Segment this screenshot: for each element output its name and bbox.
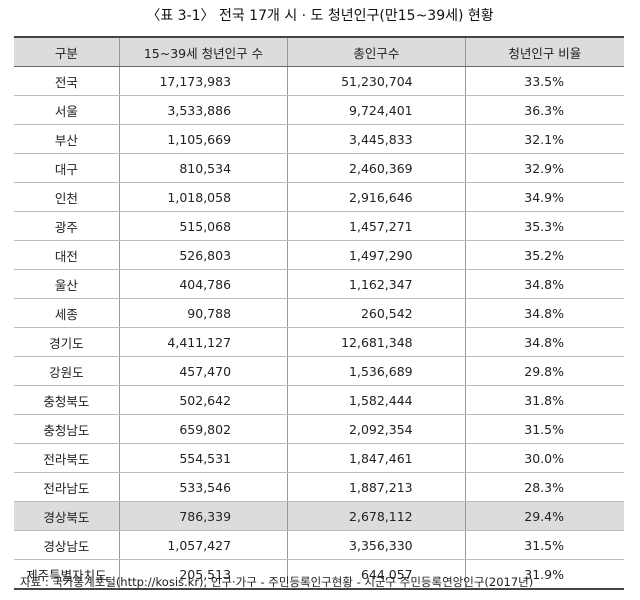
cell-youth-ratio: 35.3% [464,211,624,241]
cell-total-population: 51,230,704 [287,66,466,96]
header-youth-ratio: 청년인구 비율 [464,36,624,67]
cell-total-population: 2,678,112 [287,501,466,531]
cell-youth-ratio: 29.8% [464,356,624,386]
cell-youth-ratio: 35.2% [464,240,624,270]
cell-region: 부산 [14,124,120,154]
cell-youth-population: 554,531 [118,443,289,473]
cell-region: 제주특별자치도 [14,559,120,590]
cell-total-population: 1,887,213 [287,472,466,502]
cell-region: 서울 [14,95,120,125]
cell-youth-ratio: 32.9% [464,153,624,183]
cell-youth-population: 404,786 [118,269,289,299]
cell-region: 전라북도 [14,443,120,473]
table-row: 강원도 457,470 1,536,689 29.8% [14,356,624,386]
cell-youth-ratio: 36.3% [464,95,624,125]
table-row: 대전 526,803 1,497,290 35.2% [14,240,624,270]
cell-youth-population: 502,642 [118,385,289,415]
cell-total-population: 1,847,461 [287,443,466,473]
cell-region: 대전 [14,240,120,270]
youth-population-table: 구분 15~39세 청년인구 수 총인구수 청년인구 비율 전국 17,173,9… [14,36,624,590]
cell-region: 울산 [14,269,120,299]
table-row: 광주 515,068 1,457,271 35.3% [14,211,624,241]
cell-total-population: 9,724,401 [287,95,466,125]
cell-youth-population: 659,802 [118,414,289,444]
cell-region: 전라남도 [14,472,120,502]
cell-total-population: 260,542 [287,298,466,328]
cell-youth-ratio: 31.5% [464,530,624,560]
cell-youth-population: 515,068 [118,211,289,241]
table-header-row: 구분 15~39세 청년인구 수 총인구수 청년인구 비율 [14,36,624,67]
cell-youth-population: 205,513 [118,559,289,590]
cell-region: 충청남도 [14,414,120,444]
cell-youth-ratio: 34.8% [464,327,624,357]
cell-total-population: 2,916,646 [287,182,466,212]
table-row: 제주특별자치도 205,513 644,057 31.9% [14,559,624,590]
table-row: 인천 1,018,058 2,916,646 34.9% [14,182,624,212]
cell-youth-population: 457,470 [118,356,289,386]
cell-youth-ratio: 31.8% [464,385,624,415]
cell-youth-ratio: 28.3% [464,472,624,502]
cell-region: 세종 [14,298,120,328]
table-row: 충청북도 502,642 1,582,444 31.8% [14,385,624,415]
cell-youth-population: 90,788 [118,298,289,328]
source-note: 자료 : 국가통계포털(http://kosis.kr), 인구·가구 - 주민… [20,575,534,589]
table-row: 전라북도 554,531 1,847,461 30.0% [14,443,624,473]
cell-youth-population: 533,546 [118,472,289,502]
cell-region: 인천 [14,182,120,212]
cell-region: 충청북도 [14,385,120,415]
cell-youth-population: 17,173,983 [118,66,289,96]
cell-youth-ratio: 32.1% [464,124,624,154]
table-row: 울산 404,786 1,162,347 34.8% [14,269,624,299]
table-row: 충청남도 659,802 2,092,354 31.5% [14,414,624,444]
table-row: 대구 810,534 2,460,369 32.9% [14,153,624,183]
cell-region: 강원도 [14,356,120,386]
cell-youth-population: 526,803 [118,240,289,270]
cell-total-population: 3,445,833 [287,124,466,154]
cell-total-population: 2,460,369 [287,153,466,183]
header-total-population: 총인구수 [287,36,466,67]
header-region: 구분 [14,36,120,67]
cell-youth-ratio: 34.8% [464,298,624,328]
cell-region: 대구 [14,153,120,183]
table-row: 경상남도 1,057,427 3,356,330 31.5% [14,530,624,560]
cell-total-population: 1,497,290 [287,240,466,270]
cell-region: 전국 [14,66,120,96]
table-row: 세종 90,788 260,542 34.8% [14,298,624,328]
cell-youth-population: 786,339 [118,501,289,531]
table-row: 서울 3,533,886 9,724,401 36.3% [14,95,624,125]
cell-youth-population: 810,534 [118,153,289,183]
cell-youth-population: 4,411,127 [118,327,289,357]
cell-youth-ratio: 33.5% [464,66,624,96]
cell-region: 광주 [14,211,120,241]
cell-youth-population: 1,057,427 [118,530,289,560]
table-row: 경기도 4,411,127 12,681,348 34.8% [14,327,624,357]
table-title: 〈표 3-1〉 전국 17개 시 · 도 청년인구(만15~39세) 현황 [146,8,494,24]
cell-youth-ratio: 34.8% [464,269,624,299]
cell-total-population: 1,162,347 [287,269,466,299]
cell-total-population: 12,681,348 [287,327,466,357]
cell-youth-ratio: 29.4% [464,501,624,531]
cell-total-population: 1,536,689 [287,356,466,386]
cell-region: 경상남도 [14,530,120,560]
cell-total-population: 1,582,444 [287,385,466,415]
cell-total-population: 3,356,330 [287,530,466,560]
table-row: 경상북도 786,339 2,678,112 29.4% [14,501,624,531]
cell-youth-population: 1,105,669 [118,124,289,154]
cell-youth-ratio: 31.5% [464,414,624,444]
header-youth-population: 15~39세 청년인구 수 [118,36,289,67]
cell-youth-ratio: 34.9% [464,182,624,212]
cell-youth-ratio: 31.9% [464,559,624,590]
table-row: 부산 1,105,669 3,445,833 32.1% [14,124,624,154]
cell-youth-ratio: 30.0% [464,443,624,473]
cell-region: 경상북도 [14,501,120,531]
cell-region: 경기도 [14,327,120,357]
table-row: 전국 17,173,983 51,230,704 33.5% [14,66,624,96]
table-row: 전라남도 533,546 1,887,213 28.3% [14,472,624,502]
cell-youth-population: 3,533,886 [118,95,289,125]
cell-total-population: 2,092,354 [287,414,466,444]
cell-youth-population: 1,018,058 [118,182,289,212]
cell-total-population: 1,457,271 [287,211,466,241]
